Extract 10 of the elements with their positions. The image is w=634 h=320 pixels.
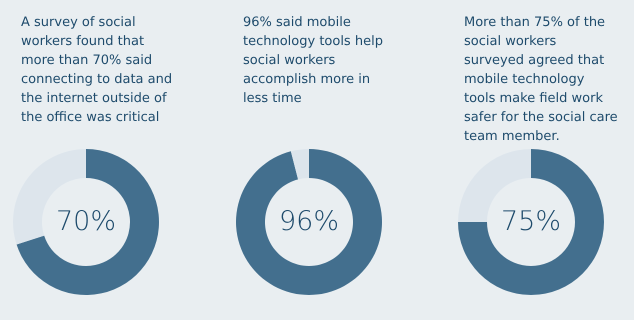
chart-title: More than 75% of the social workers surveyed agreed that mobile technology tools make field work safer for the social care team member. — [464, 15, 618, 144]
donut-slice — [458, 149, 604, 295]
chart-title: A survey of social workers found that more than 70% said connecting to data and the internet outside of the office was critical — [21, 15, 172, 125]
data-label: 70% — [56, 206, 116, 237]
donut-slice — [290, 149, 309, 180]
chart-title: 96% said mobile technology tools help social workers accomplish more in less time — [243, 15, 383, 106]
donut-slice — [236, 149, 382, 295]
data-label: 96% — [278, 206, 340, 237]
donut-slice — [16, 149, 159, 295]
data-label: 75% — [500, 206, 562, 237]
